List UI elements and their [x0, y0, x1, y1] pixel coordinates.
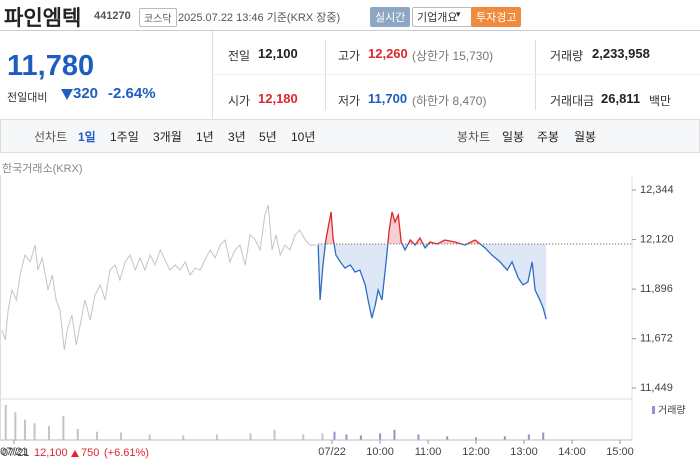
x-tick-label: 13:00 — [510, 446, 538, 458]
prev-change: 750 — [81, 447, 99, 459]
change-pct: -2.64% — [108, 85, 156, 102]
stat-value: 2,233,958 — [592, 46, 650, 61]
realtime-button[interactable]: 실시간 — [370, 7, 411, 27]
divider — [212, 74, 700, 75]
volume-bar — [359, 435, 362, 440]
divider — [0, 30, 700, 31]
x-tick-label: 10:00 — [366, 446, 394, 458]
area — [318, 243, 547, 320]
volume-bar — [249, 433, 252, 440]
change: 320 — [73, 85, 99, 102]
chart: 한국거래소(KRX) 12,344 12,120 11,896 11,672 11,44… — [0, 162, 686, 459]
stat-label: 거래대금 — [550, 94, 595, 108]
volume-bar — [379, 433, 382, 440]
stat-label: 거래량 — [550, 49, 584, 63]
volume-bar — [182, 435, 185, 440]
volume-bar — [4, 404, 7, 440]
stat-note: (하한가 8,470) — [412, 94, 487, 108]
tab[interactable]: 봉차트 — [457, 130, 491, 144]
volume-bar — [393, 429, 396, 440]
stock-name: 파인엠텍 — [4, 7, 82, 30]
volume-bar — [33, 423, 36, 440]
tab[interactable]: 3개월 — [153, 130, 182, 144]
stat-value: 26,811 — [601, 91, 641, 106]
tab[interactable]: 월봉 — [574, 130, 597, 144]
legend-label: 거래량 — [658, 405, 686, 417]
volume-bar — [475, 437, 478, 440]
stock-code: 441270 — [94, 10, 131, 22]
prev-close: 12,100 — [34, 447, 68, 459]
down-icon — [61, 89, 73, 100]
stat-label: 고가 — [338, 49, 361, 63]
stat-value: 12,100 — [258, 46, 298, 61]
prev-change-pct: (+6.61%) — [104, 447, 149, 459]
volume-bar — [542, 432, 545, 440]
tab[interactable]: 10년 — [291, 130, 316, 144]
x-tick-label: 11:00 — [415, 446, 442, 458]
y-tick-label: 12,120 — [640, 233, 674, 245]
tab[interactable]: 3년 — [228, 130, 246, 144]
price: 11,780 — [7, 50, 95, 82]
stat-note: (상한가 15,730) — [412, 49, 494, 63]
tab-row: 선차트 1일 1주일 3개월 1년 3년 5년 10년 봉차트 일봉 주봉 월봉 — [0, 128, 700, 144]
volume-bar — [321, 433, 324, 440]
x-tick-label: 07/21 — [0, 446, 28, 458]
volume-bar — [148, 434, 151, 440]
volume-bar — [119, 432, 122, 440]
volume-bar — [14, 412, 17, 440]
stat-value: 11,700 — [368, 91, 408, 106]
stat-label: 전일 — [228, 49, 251, 63]
volume-bar — [95, 431, 98, 440]
y-tick-label: 11,672 — [640, 333, 673, 345]
tab[interactable]: 일봉 — [502, 130, 525, 144]
stat-label: 시가 — [228, 94, 251, 108]
stat-value: 12,180 — [258, 91, 298, 106]
change-label: 전일대비 — [7, 92, 48, 104]
dropdown-icon: ▾ — [456, 9, 461, 19]
market-badge: 코스닥 — [139, 8, 177, 27]
tab[interactable]: 1일 — [78, 130, 96, 144]
legend-swatch — [652, 406, 655, 414]
volume-bar — [273, 429, 276, 440]
source: 한국거래소(KRX) — [2, 162, 83, 175]
warning-button[interactable]: 투자경고 — [471, 7, 522, 27]
stat-unit: 백만 — [649, 94, 672, 108]
volume-bar — [446, 436, 449, 440]
up-icon — [71, 450, 79, 457]
line — [317, 243, 547, 320]
volume-bar — [503, 436, 506, 440]
stat-value: 12,260 — [368, 46, 408, 61]
y-tick-label: 11,896 — [640, 283, 673, 295]
volume-bar — [215, 434, 218, 440]
divider — [325, 40, 326, 110]
divider — [535, 40, 536, 110]
tab[interactable]: 선차트 — [34, 130, 68, 144]
volume-bar — [333, 431, 336, 440]
volume-bar — [23, 419, 26, 440]
volume-bar — [76, 428, 79, 440]
volume-bar — [62, 415, 65, 440]
x-tick-label: 12:00 — [462, 446, 490, 458]
line — [1, 204, 317, 351]
timestamp: 2025.07.22 13:46 기준(KRX 장중) — [178, 12, 341, 24]
volume-bar — [302, 434, 305, 440]
prev-date: 07/21 — [2, 447, 30, 459]
tab[interactable]: 5년 — [259, 130, 277, 144]
y-tick-label: 12,344 — [640, 184, 674, 196]
tab[interactable]: 주봉 — [537, 130, 560, 144]
stat-label: 저가 — [338, 94, 361, 108]
volume-bar — [47, 426, 50, 440]
tab-bar — [0, 119, 700, 153]
x-tick-label: 14:00 — [558, 446, 586, 458]
tab[interactable]: 1년 — [196, 130, 214, 144]
volume-bar — [417, 434, 420, 440]
y-tick-label: 11,449 — [640, 382, 673, 394]
x-tick-label: 15:00 — [606, 446, 634, 458]
x-tick-label: 07/22 — [318, 446, 346, 458]
volume-bar — [527, 434, 530, 440]
volume-bar — [345, 434, 348, 440]
company-button[interactable]: 기업개요 — [412, 7, 473, 27]
tab[interactable]: 1주일 — [110, 130, 139, 144]
